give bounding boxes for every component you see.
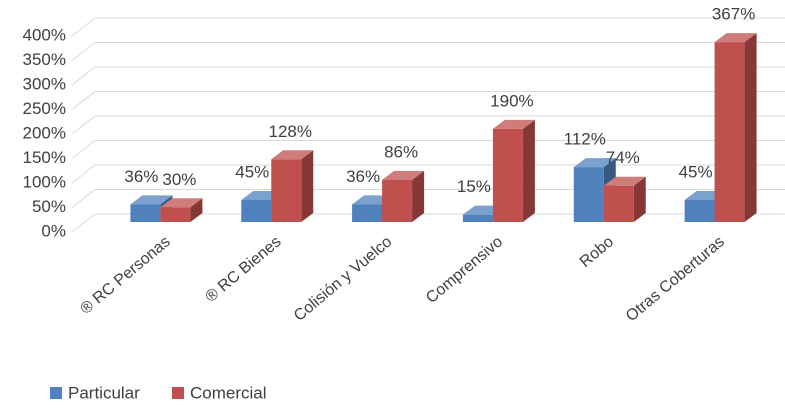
legend-label: Comercial <box>190 383 267 402</box>
grid-line <box>71 17 785 37</box>
y-tick-label: 150% <box>23 148 66 167</box>
bar-side <box>633 176 646 222</box>
bar-top <box>271 150 314 160</box>
x-tick-label: ® RC Bienes <box>203 233 285 306</box>
bar <box>130 204 161 222</box>
grid-line <box>71 189 785 208</box>
bar <box>492 128 523 222</box>
grid-line <box>71 66 785 86</box>
grid-line <box>71 115 785 135</box>
x-tick-label: Otras Coberturas <box>623 233 728 325</box>
legend-swatch <box>172 387 184 399</box>
legend-label: Particular <box>68 383 140 402</box>
bar-side <box>412 170 425 222</box>
data-label: 45% <box>679 162 713 181</box>
x-tick-label: Colisión y Vuelco <box>291 233 396 325</box>
data-label: 128% <box>269 122 312 141</box>
data-label: 45% <box>235 162 269 181</box>
data-label: 367% <box>712 5 755 24</box>
bar-side <box>301 150 314 222</box>
y-tick-label: 350% <box>23 50 66 69</box>
grid-line <box>71 91 785 110</box>
data-label: 30% <box>162 170 196 189</box>
bar-top <box>130 195 173 205</box>
bar <box>603 185 634 222</box>
y-tick-label: 200% <box>23 123 66 142</box>
data-label: 112% <box>564 130 606 149</box>
data-label: 36% <box>124 167 158 186</box>
data-label: 15% <box>457 177 491 196</box>
bar-top <box>160 198 203 208</box>
bar <box>271 159 302 222</box>
y-tick-label: 400% <box>23 25 66 44</box>
grid-line <box>71 140 785 159</box>
data-label: 36% <box>346 167 380 186</box>
bar <box>714 42 745 222</box>
bar-top <box>382 170 425 180</box>
data-label: 190% <box>490 91 533 110</box>
y-tick-label: 0% <box>41 221 66 240</box>
bar-top <box>603 176 646 186</box>
bar <box>352 204 383 222</box>
x-tick-label: Robo <box>577 233 617 271</box>
grid-line <box>71 42 785 61</box>
data-label: 74% <box>606 148 640 167</box>
bar <box>573 167 604 222</box>
bar-side <box>190 198 203 222</box>
x-tick-label: Comprensivo <box>423 233 506 307</box>
bar-top <box>714 33 757 43</box>
legend-swatch <box>50 387 62 399</box>
y-tick-label: 50% <box>32 197 66 216</box>
bar-side <box>522 119 535 222</box>
bar <box>462 214 493 222</box>
y-tick-label: 300% <box>23 74 66 93</box>
bar-top <box>573 158 616 168</box>
grid-line <box>71 164 785 184</box>
bar <box>382 179 413 222</box>
bar <box>684 199 715 222</box>
bar-top <box>492 119 535 129</box>
y-tick-label: 100% <box>23 172 66 191</box>
bar <box>160 207 191 222</box>
y-tick-label: 250% <box>23 99 66 118</box>
data-label: 86% <box>384 142 418 161</box>
bar <box>241 199 272 222</box>
bar-side <box>744 33 757 222</box>
grid-line <box>71 213 785 233</box>
x-tick-label: ® RC Personas <box>77 233 173 318</box>
